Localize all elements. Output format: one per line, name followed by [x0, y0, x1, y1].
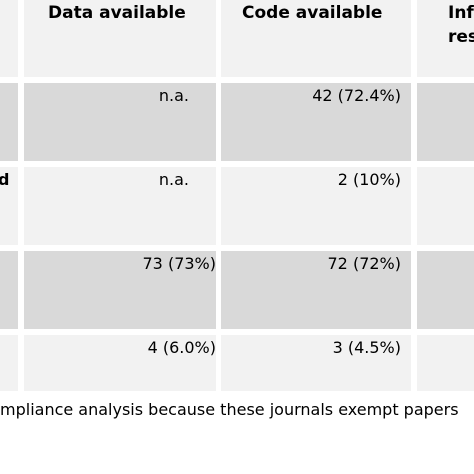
row1-code-value: 42 (72.4%)	[312, 86, 401, 105]
row3-code-cell: 72 (72%)	[221, 251, 411, 329]
row1-truncated-cell	[417, 83, 474, 161]
header-data-available: Data available	[48, 3, 186, 23]
row2-label-value: d	[0, 170, 10, 189]
row2-data-cell: n.a.	[24, 167, 216, 245]
header-truncated-line1: Inf	[448, 3, 474, 23]
header-cell-truncated: Inf res	[417, 0, 474, 77]
row3-label-cell	[0, 251, 18, 329]
row2-code-cell: 2 (10%)	[221, 167, 411, 245]
row1-data-value: n.a.	[158, 86, 189, 105]
row2-label-cell: d	[0, 167, 18, 245]
row1-data-cell: n.a.	[24, 83, 216, 161]
row3-code-value: 72 (72%)	[327, 254, 402, 273]
row2-data-value: n.a.	[158, 170, 189, 189]
row2-truncated-cell	[417, 167, 474, 245]
header-cell-data-available: Data available	[24, 0, 216, 77]
header-truncated-line2: res	[448, 27, 474, 47]
header-code-available: Code available	[242, 3, 383, 23]
row4-data-cell: 4 (6.0%)	[24, 335, 216, 391]
row2-code-value: 2 (10%)	[337, 170, 401, 189]
row4-label-cell	[0, 335, 18, 391]
table-caption: mpliance analysis because these journals…	[0, 400, 459, 419]
row4-truncated-cell	[417, 335, 474, 391]
row1-label-cell	[0, 83, 18, 161]
row3-truncated-cell	[417, 251, 474, 329]
row3-data-value: 73 (73%)	[142, 254, 217, 273]
header-cell-first	[0, 0, 18, 77]
row4-code-value: 3 (4.5%)	[332, 338, 401, 357]
row4-code-cell: 3 (4.5%)	[221, 335, 411, 391]
header-cell-code-available: Code available	[221, 0, 411, 77]
row3-data-cell: 73 (73%)	[24, 251, 216, 329]
row4-data-value: 4 (6.0%)	[147, 338, 216, 357]
row1-code-cell: 42 (72.4%)	[221, 83, 411, 161]
